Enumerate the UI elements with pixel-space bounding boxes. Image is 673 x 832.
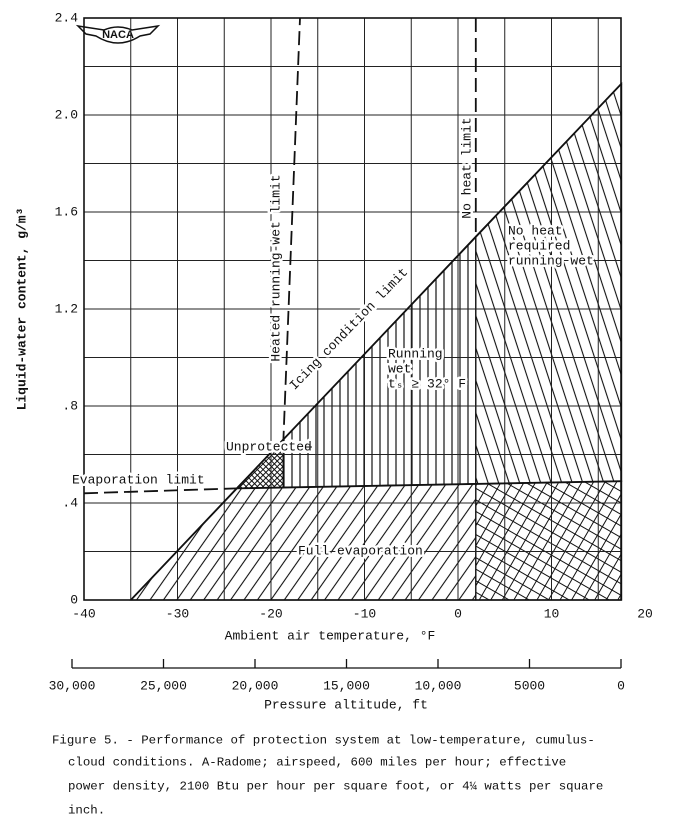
- region-label: Unprotected: [226, 439, 312, 454]
- y-tick-label: 1.2: [55, 301, 78, 316]
- x2-tick-label: 15,000: [323, 678, 370, 693]
- caption-line: Figure 5. - Performance of protection sy…: [52, 733, 595, 747]
- caption-line: power density, 2100 Btu per hour per squ…: [68, 779, 603, 793]
- region-label: Full evaporation: [298, 543, 423, 558]
- region: [129, 483, 477, 601]
- line-label: Heated running-wet limit: [268, 174, 283, 361]
- logo-wings: [75, 24, 161, 44]
- x2-tick-label: 5000: [514, 678, 545, 693]
- limit-line: [130, 82, 623, 601]
- x2-tick-label: 20,000: [232, 678, 279, 693]
- logo: NACA: [75, 24, 161, 44]
- x-tick-label: -30: [166, 606, 189, 621]
- x2-tick-label: 30,000: [49, 678, 96, 693]
- x-tick-label: -40: [72, 606, 95, 621]
- x2-tick-label: 0: [617, 678, 625, 693]
- y-tick-label: .4: [62, 495, 78, 510]
- region-label: Running: [388, 346, 443, 361]
- region-label: required: [508, 238, 570, 253]
- x-tick-label: -10: [353, 606, 376, 621]
- x2-axis-label: Pressure altitude, ft: [264, 697, 428, 712]
- logo-text: NACA: [102, 29, 134, 41]
- x-tick-label: 10: [544, 606, 560, 621]
- region-label: running wet: [508, 253, 594, 268]
- plot-frame: [83, 17, 622, 601]
- y-tick-label: 2.4: [55, 10, 79, 25]
- x-tick-label: -20: [259, 606, 282, 621]
- caption-line: cloud conditions. A-Radome; airspeed, 60…: [68, 755, 566, 769]
- y-tick-label: .8: [62, 398, 78, 413]
- limit-line: [83, 487, 237, 495]
- region: [475, 480, 623, 601]
- x2-tick-label: 25,000: [140, 678, 187, 693]
- region: [475, 82, 623, 485]
- limit-line: [282, 17, 301, 445]
- y-axis-label: Liquid-water content, g/m³: [14, 208, 29, 411]
- caption-line: inch.: [68, 803, 105, 817]
- region-label: No heat: [508, 223, 563, 238]
- y-tick-label: 1.6: [55, 204, 78, 219]
- line-label: No heat limit: [459, 117, 474, 218]
- x2-tick-label: 10,000: [415, 678, 462, 693]
- y-tick-label: 0: [70, 592, 78, 607]
- region-label: tₛ ≥ 32° F: [388, 376, 466, 391]
- region-label: wet: [388, 361, 411, 376]
- limit-line: [236, 480, 622, 490]
- y-tick-label: 2.0: [55, 107, 78, 122]
- x-axis-label: Ambient air temperature, °F: [225, 628, 436, 643]
- x-tick-label: 0: [454, 606, 462, 621]
- x-tick-label: 20: [637, 606, 653, 621]
- line-label: Evaporation limit: [72, 472, 205, 487]
